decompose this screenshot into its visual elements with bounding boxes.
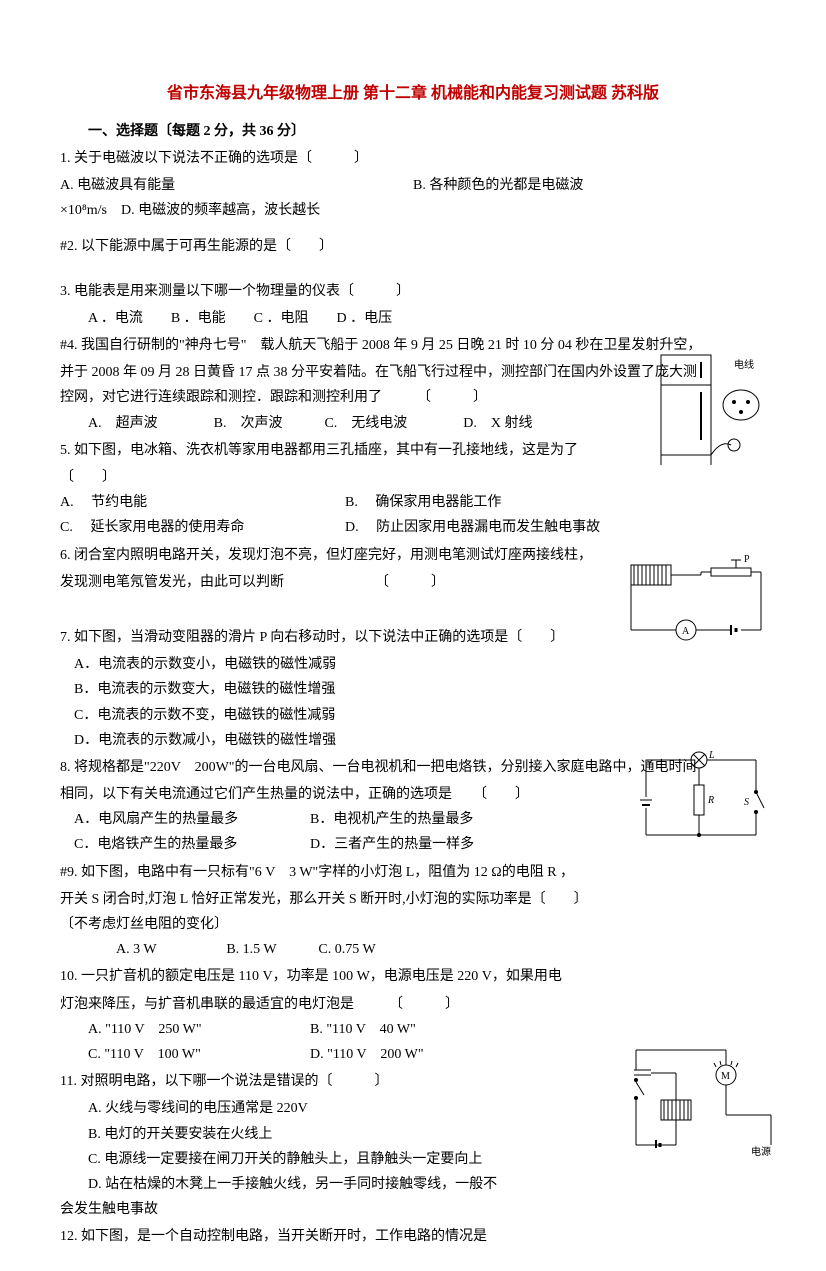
- q5-optB: B. 确保家用电器能工作: [345, 490, 630, 515]
- q5-optA: A. 节约电能: [60, 490, 345, 515]
- q10-optC: C. "110 V 100 W": [60, 1042, 310, 1067]
- svg-text:电线: 电线: [734, 358, 754, 371]
- page-title: 省市东海县九年级物理上册 第十二章 机械能和内能复习测试题 苏科版: [60, 80, 766, 109]
- q5-optD: D. 防止因家用电器漏电而发生触电事故: [345, 515, 630, 540]
- q12-text: 12. 如下图，是一个自动控制电路，当开关断开时，工作电路的情况是: [60, 1224, 766, 1249]
- q2-text: #2. 以下能源中属于可再生能源的是〔 〕: [60, 234, 766, 259]
- q1-optCD: ×10⁸m/s D. 电磁波的频率越高，波长越长: [60, 198, 766, 223]
- q3-opts: A ．电流 B ．电能 C ．电阻 D ．电压: [60, 306, 766, 331]
- q10-line2: 灯泡来降压，与扩音机串联的最适宜的电灯泡是 〔 〕: [60, 992, 766, 1017]
- svg-text:P: P: [744, 554, 750, 565]
- svg-text:M: M: [721, 1071, 730, 1082]
- q9-line3: 〔不考虑灯丝电阻的变化〕: [60, 912, 766, 937]
- q9-line1: #9. 如下图，电路中有一只标有"6 V 3 W"字样的小灯泡 L，阻值为 12…: [60, 860, 620, 885]
- q10-optD: D. "110 V 200 W": [310, 1042, 560, 1067]
- section-header: 一、选择题〔每题 2 分，共 36 分〕: [60, 119, 766, 144]
- q6-line1: 6. 闭合室内照明电路开关，发现灯泡不亮，但灯座完好，用测电笔测试灯座两接线柱，: [60, 543, 630, 568]
- q3-text: 3. 电能表是用来测量以下哪一个物理量的仪表〔 〕: [60, 279, 766, 304]
- q5-optC: C. 延长家用电器的使用寿命: [60, 515, 345, 540]
- q11-optD2: 会发生触电事故: [60, 1197, 766, 1222]
- q11-optD: D. 站在枯燥的木凳上一手接触火线，另一手同时接触零线，一般不: [60, 1172, 766, 1197]
- q7-optB: B．电流表的示数变大，电磁铁的磁性增强: [60, 677, 766, 702]
- q1-optB: B. 各种颜色的光都是电磁波: [413, 173, 766, 198]
- q5-line1: 5. 如下图，电冰箱、洗衣机等家用电器都用三孔插座，其中有一孔接地线，这是为了: [60, 438, 630, 463]
- svg-text:A: A: [682, 626, 690, 637]
- svg-text:电源: 电源: [751, 1145, 771, 1158]
- q8-optB: B．电视机产生的热量最多: [310, 807, 560, 832]
- q9-line2: 开关 S 闭合时,灯泡 L 恰好正常发光，那么开关 S 断开时,小灯泡的实际功率…: [60, 887, 620, 912]
- q1-optA: A. 电磁波具有能量: [60, 173, 413, 198]
- q1-text: 1. 关于电磁波以下说法不正确的选项是〔 〕: [60, 146, 766, 171]
- q7-optA: A．电流表的示数变小，电磁铁的磁性减弱: [60, 652, 766, 677]
- q10-optB: B. "110 V 40 W": [310, 1017, 560, 1042]
- q9-opts: A. 3 W B. 1.5 W C. 0.75 W: [60, 937, 766, 962]
- q8-optC: C．电烙铁产生的热量最多: [60, 832, 310, 857]
- svg-text:R: R: [707, 795, 714, 806]
- q8-optD: D．三者产生的热量一样多: [310, 832, 560, 857]
- q7-optC: C．电流表的示数不变，电磁铁的磁性减弱: [60, 703, 766, 728]
- q8-optA: A．电风扇产生的热量最多: [60, 807, 310, 832]
- svg-text:S: S: [744, 797, 749, 808]
- svg-text:L: L: [708, 750, 715, 761]
- q10-optA: A. "110 V 250 W": [60, 1017, 310, 1042]
- q10-line1: 10. 一只扩音机的额定电压是 110 V，功率是 100 W，电源电压是 22…: [60, 964, 630, 989]
